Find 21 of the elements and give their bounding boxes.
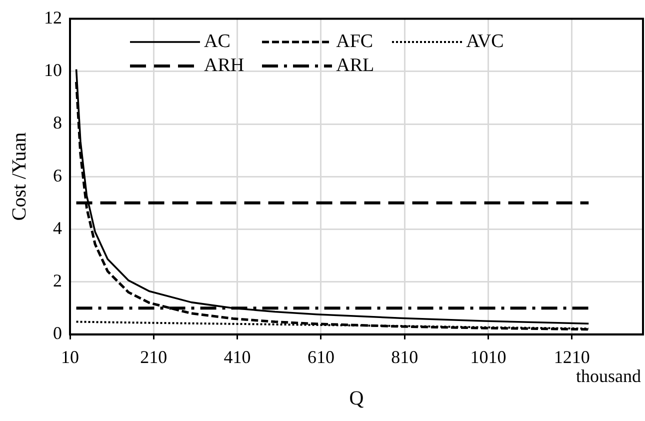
y-tick-label: 10: [44, 60, 62, 80]
legend-label: AVC: [466, 31, 504, 53]
x-tick-label: 210: [140, 346, 168, 367]
x-tick-label: 1010: [470, 346, 506, 367]
x-tick-label: 410: [224, 346, 251, 367]
y-tick-label: 4: [53, 218, 62, 238]
y-tick-label: 0: [53, 323, 62, 344]
y-tick-label: 8: [53, 112, 62, 133]
text: thousand: [576, 366, 641, 386]
y-axis-title: Cost /Yuan: [8, 132, 30, 221]
x-tick-label: 1210: [554, 346, 590, 367]
x-tick-label: 810: [391, 346, 418, 367]
x-tick-label: 610: [307, 346, 334, 367]
x-axis-title: Q: [349, 387, 364, 410]
y-tick-label: 2: [53, 270, 62, 291]
y-tick-label: 12: [44, 8, 62, 28]
legend-label: AC: [204, 31, 230, 53]
legend-label: ARL: [336, 55, 374, 77]
legend-label: AFC: [336, 31, 374, 53]
legend-label: ARH: [204, 55, 244, 77]
y-tick-label: 6: [53, 165, 62, 186]
